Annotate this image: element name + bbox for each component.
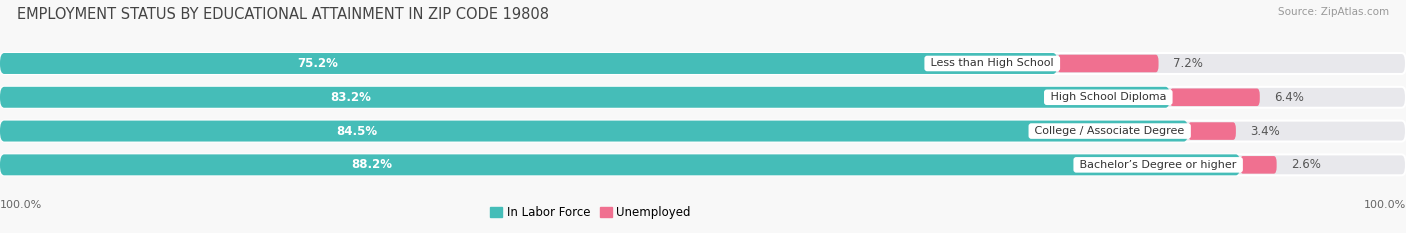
Text: EMPLOYMENT STATUS BY EDUCATIONAL ATTAINMENT IN ZIP CODE 19808: EMPLOYMENT STATUS BY EDUCATIONAL ATTAINM…	[17, 7, 548, 22]
FancyBboxPatch shape	[1170, 89, 1260, 106]
FancyBboxPatch shape	[0, 121, 1406, 141]
FancyBboxPatch shape	[0, 87, 1170, 108]
Text: 6.4%: 6.4%	[1274, 91, 1303, 104]
Text: Bachelor’s Degree or higher: Bachelor’s Degree or higher	[1076, 160, 1240, 170]
FancyBboxPatch shape	[0, 121, 1188, 141]
FancyBboxPatch shape	[0, 53, 1057, 74]
Text: 100.0%: 100.0%	[1364, 200, 1406, 210]
Legend: In Labor Force, Unemployed: In Labor Force, Unemployed	[491, 206, 690, 219]
FancyBboxPatch shape	[1240, 156, 1277, 174]
FancyBboxPatch shape	[0, 154, 1240, 175]
Text: 75.2%: 75.2%	[297, 57, 337, 70]
Text: Less than High School: Less than High School	[927, 58, 1057, 69]
Text: Source: ZipAtlas.com: Source: ZipAtlas.com	[1278, 7, 1389, 17]
Text: 7.2%: 7.2%	[1173, 57, 1202, 70]
Text: High School Diploma: High School Diploma	[1047, 92, 1170, 102]
FancyBboxPatch shape	[0, 53, 1406, 74]
Text: 83.2%: 83.2%	[330, 91, 371, 104]
FancyBboxPatch shape	[1188, 122, 1236, 140]
Text: 100.0%: 100.0%	[0, 200, 42, 210]
Text: College / Associate Degree: College / Associate Degree	[1032, 126, 1188, 136]
FancyBboxPatch shape	[1057, 55, 1159, 72]
Text: 2.6%: 2.6%	[1291, 158, 1320, 171]
Text: 3.4%: 3.4%	[1250, 125, 1279, 137]
Text: 88.2%: 88.2%	[352, 158, 392, 171]
Text: 84.5%: 84.5%	[336, 125, 377, 137]
FancyBboxPatch shape	[0, 87, 1406, 108]
FancyBboxPatch shape	[0, 154, 1406, 175]
